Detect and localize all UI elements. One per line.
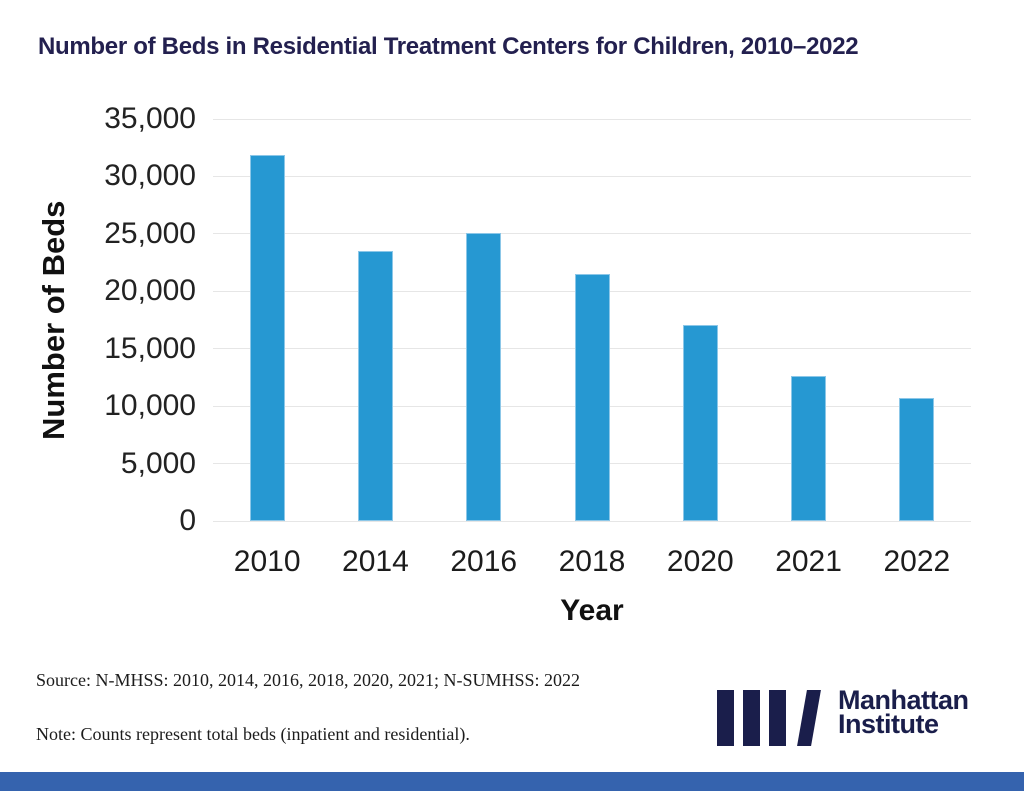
footnote: Note: Counts represent total beds (inpat… xyxy=(36,724,470,744)
manhattan-institute-logo: Manhattan Institute xyxy=(717,685,969,746)
footer-accent-strip xyxy=(0,772,1024,791)
x-tick-label: 2022 xyxy=(883,545,951,578)
x-tick-label: 2010 xyxy=(233,545,301,578)
logo-bars-icon xyxy=(717,690,821,746)
y-tick-label: 15,000 xyxy=(104,331,196,365)
bar-2021 xyxy=(791,376,827,521)
gridline xyxy=(213,233,971,235)
y-tick-label: 35,000 xyxy=(104,102,196,135)
logo-line2: Institute xyxy=(838,709,939,739)
x-tick-label: 2018 xyxy=(558,545,626,578)
chart-title: Number of Beds in Residential Treatment … xyxy=(38,33,859,60)
bar-2018 xyxy=(574,274,610,521)
plot-area xyxy=(213,118,971,522)
x-tick-label: 2020 xyxy=(666,545,734,578)
y-tick-label: 10,000 xyxy=(104,389,196,423)
gridline xyxy=(213,175,971,177)
y-tick-label: 5,000 xyxy=(120,446,196,480)
bar-2014 xyxy=(357,251,393,521)
logo-bar-icon xyxy=(769,690,786,746)
x-tick-label: 2016 xyxy=(450,545,518,578)
bar-2016 xyxy=(466,232,502,521)
y-tick-label: 20,000 xyxy=(104,274,196,308)
logo-slash-icon xyxy=(797,690,821,746)
x-tick-label: 2014 xyxy=(342,545,409,578)
bar-2022 xyxy=(899,397,935,521)
y-tick-label: 25,000 xyxy=(104,216,196,250)
source-citation: Source: N-MHSS: 2010, 2014, 2016, 2018, … xyxy=(36,670,581,690)
gridline xyxy=(213,118,971,120)
bar-2010 xyxy=(249,154,285,521)
logo-wordmark: Manhattan Institute xyxy=(838,685,969,739)
x-axis-title: Year xyxy=(560,594,624,627)
logo-bar-icon xyxy=(717,690,734,746)
bar-2020 xyxy=(682,324,718,521)
logo-bar-icon xyxy=(743,690,760,746)
logo-line1: Manhattan xyxy=(838,685,969,715)
y-tick-label: 0 xyxy=(179,504,196,537)
gridline xyxy=(213,520,971,522)
y-tick-label: 30,000 xyxy=(104,159,196,193)
x-tick-label: 2021 xyxy=(775,545,842,578)
